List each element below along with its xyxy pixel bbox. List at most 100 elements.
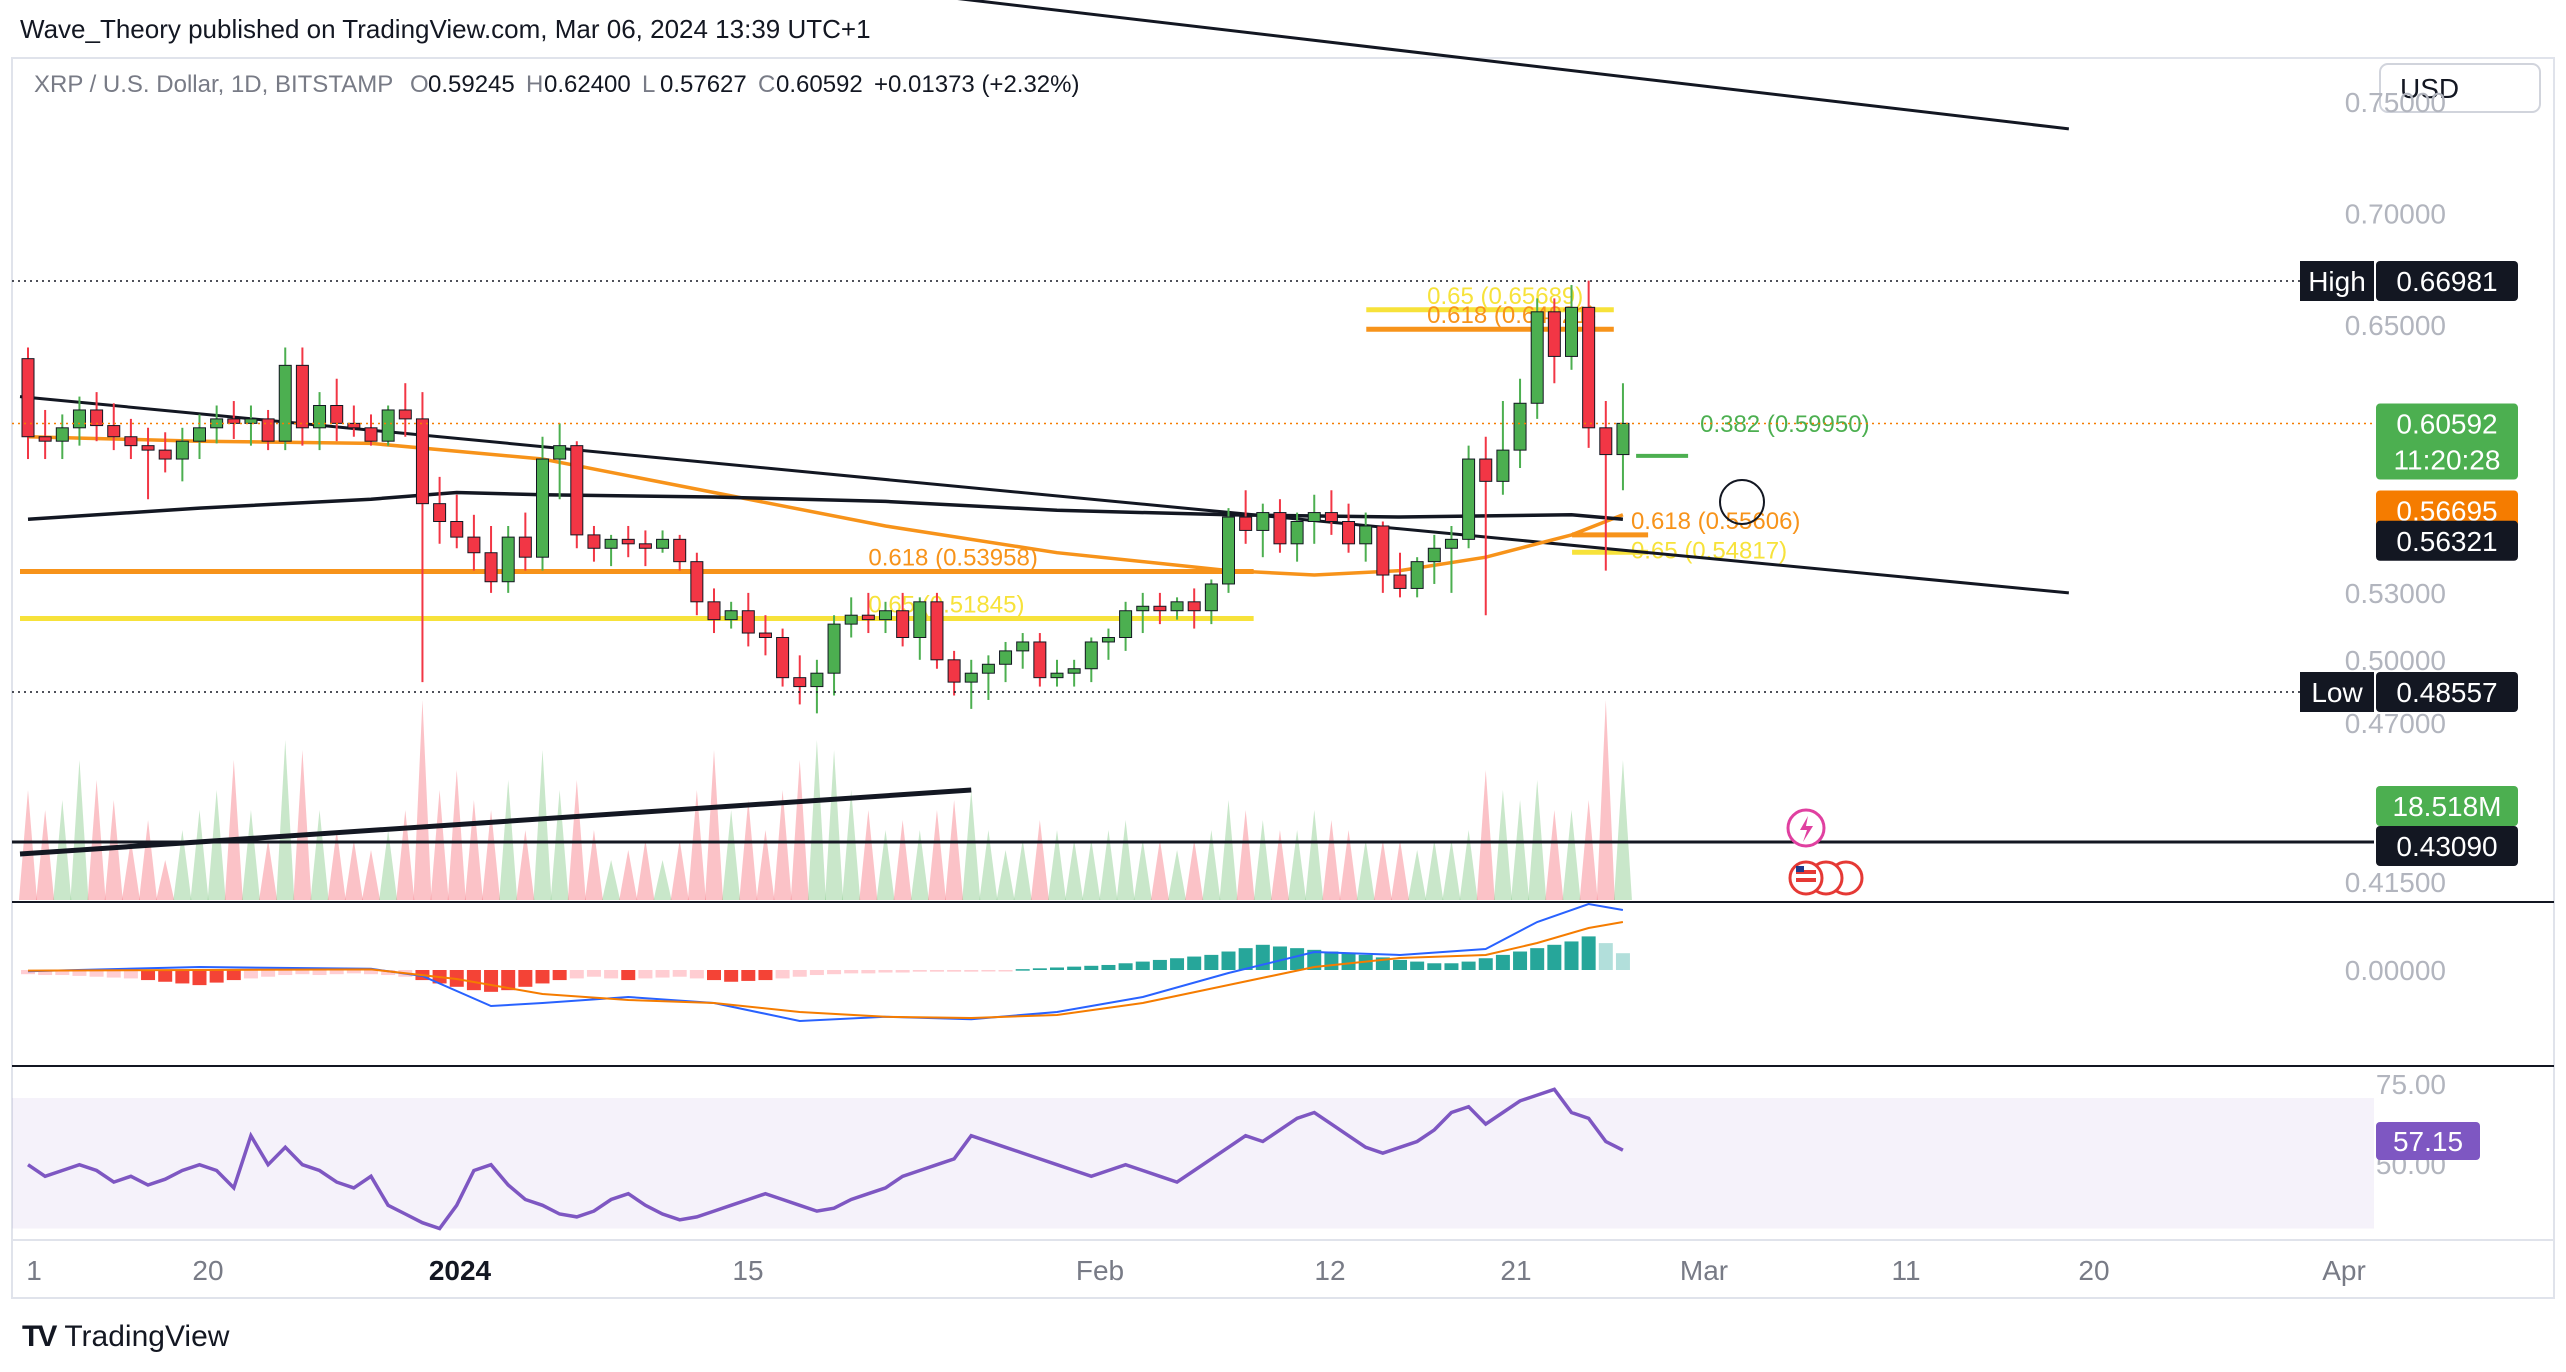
candle-body [193, 427, 206, 442]
volume-area [1048, 830, 1066, 900]
volume-area [1476, 770, 1495, 900]
volume-area [705, 750, 723, 900]
macd-histogram-bar [192, 970, 207, 986]
time-tick: 11 [1891, 1255, 1920, 1286]
volume-area [1528, 780, 1547, 900]
macd-histogram-bar [1478, 958, 1493, 970]
volume-area [379, 830, 398, 900]
volume-area [482, 810, 501, 900]
us-flag-icons[interactable] [1788, 860, 1864, 896]
macd-histogram-bar [1513, 951, 1528, 970]
tradingview-brand[interactable]: TV TradingView [22, 1320, 229, 1354]
currency-button[interactable] [2379, 63, 2541, 113]
volume-area [1613, 760, 1632, 900]
candle-body [1101, 637, 1115, 643]
brand-name: TradingView [64, 1320, 230, 1353]
candle-body [398, 409, 412, 420]
candle-body [1136, 605, 1150, 612]
candle-body [21, 358, 35, 438]
candle-body [1376, 525, 1390, 576]
candle-body [604, 538, 618, 549]
candle-body [621, 538, 635, 545]
candle-body [467, 536, 481, 554]
lightning-icon[interactable] [1786, 808, 1826, 848]
macd-histogram-bar [1427, 963, 1442, 970]
candle-body [1582, 306, 1596, 429]
candle-body [347, 422, 361, 429]
volume-area [825, 750, 844, 900]
fib-label: 0.382 (0.59950) [1700, 411, 1869, 438]
time-tick: 21 [1500, 1255, 1531, 1286]
volume-area [1168, 850, 1187, 900]
candle-body [776, 637, 790, 679]
volume-area [1493, 790, 1512, 900]
ohlc-value-H: 0.62400 [544, 71, 631, 98]
macd-histogram-bar [792, 970, 807, 977]
candle-body [964, 672, 978, 683]
volume-area [1253, 820, 1272, 900]
macd-histogram-bar [895, 970, 910, 973]
volume-area [70, 760, 89, 900]
candle-body [158, 449, 172, 460]
volume-area [293, 750, 312, 900]
macd-histogram-bar [775, 970, 790, 979]
macd-histogram-bar [1341, 953, 1356, 970]
macd-zero-label: 0.00000 [2345, 955, 2446, 986]
macd-histogram-bar [1461, 961, 1476, 970]
macd-histogram-bar [38, 970, 53, 976]
price-labels: High 0.669810.6059211:20:280.566950.56321… [2300, 261, 2518, 866]
candle-body [364, 427, 378, 442]
volume-area [173, 830, 192, 900]
macd-histogram-bar [929, 970, 944, 972]
volume-area [584, 830, 603, 900]
candle-body [810, 672, 824, 688]
volume-value-box [2376, 786, 2518, 826]
macd-histogram-bar [1564, 941, 1579, 970]
candle-body [587, 534, 601, 549]
price-value-box [2376, 403, 2518, 480]
candle-body [1324, 512, 1338, 523]
volume-area [1442, 840, 1461, 900]
macd-histogram-bar [1598, 943, 1613, 970]
volume-area [1202, 830, 1221, 900]
macd-histogram-bar [1067, 966, 1082, 970]
macd-histogram-bar [175, 970, 190, 984]
candle-body [278, 364, 292, 442]
candle-body [827, 623, 841, 674]
candle-body [673, 538, 687, 563]
volume-area [310, 810, 329, 900]
volume-area [327, 830, 346, 900]
volume-area [859, 810, 878, 900]
candle-body [570, 445, 584, 536]
volume-area [670, 840, 689, 900]
candle-body [1273, 512, 1287, 545]
volume-area [1133, 840, 1152, 900]
macd-histogram-bar [466, 970, 481, 991]
candle-body [758, 632, 772, 639]
fib-label: 0.65 (0.54817) [1631, 537, 1787, 564]
volume-area [807, 740, 826, 900]
volume-area [1545, 810, 1564, 900]
macd-histogram-bar [329, 970, 344, 975]
macd-histogram-bar [586, 970, 601, 977]
price-tick: 0.75000 [2345, 87, 2446, 118]
price-value-box [2376, 520, 2518, 561]
support-value-box [2376, 826, 2518, 866]
macd-histogram-bar [1204, 954, 1219, 970]
candles [21, 280, 1630, 714]
macd-histogram-bar [1050, 967, 1064, 970]
time-tick: 12 [1314, 1255, 1345, 1286]
candle-body [947, 659, 961, 683]
candle-body [1513, 402, 1527, 451]
macd-histogram-bar [484, 970, 499, 992]
macd-pane: 0.00000 [21, 902, 2446, 1023]
ohlc-key-C: C [758, 71, 775, 98]
candle-body [1599, 427, 1613, 456]
candle-body [1342, 521, 1356, 545]
price-tag-label: High [2308, 266, 2366, 297]
volume-area [1305, 810, 1324, 900]
candle-body [553, 445, 567, 460]
price-tick: 0.41500 [2345, 867, 2446, 898]
volume-area [1579, 800, 1598, 900]
